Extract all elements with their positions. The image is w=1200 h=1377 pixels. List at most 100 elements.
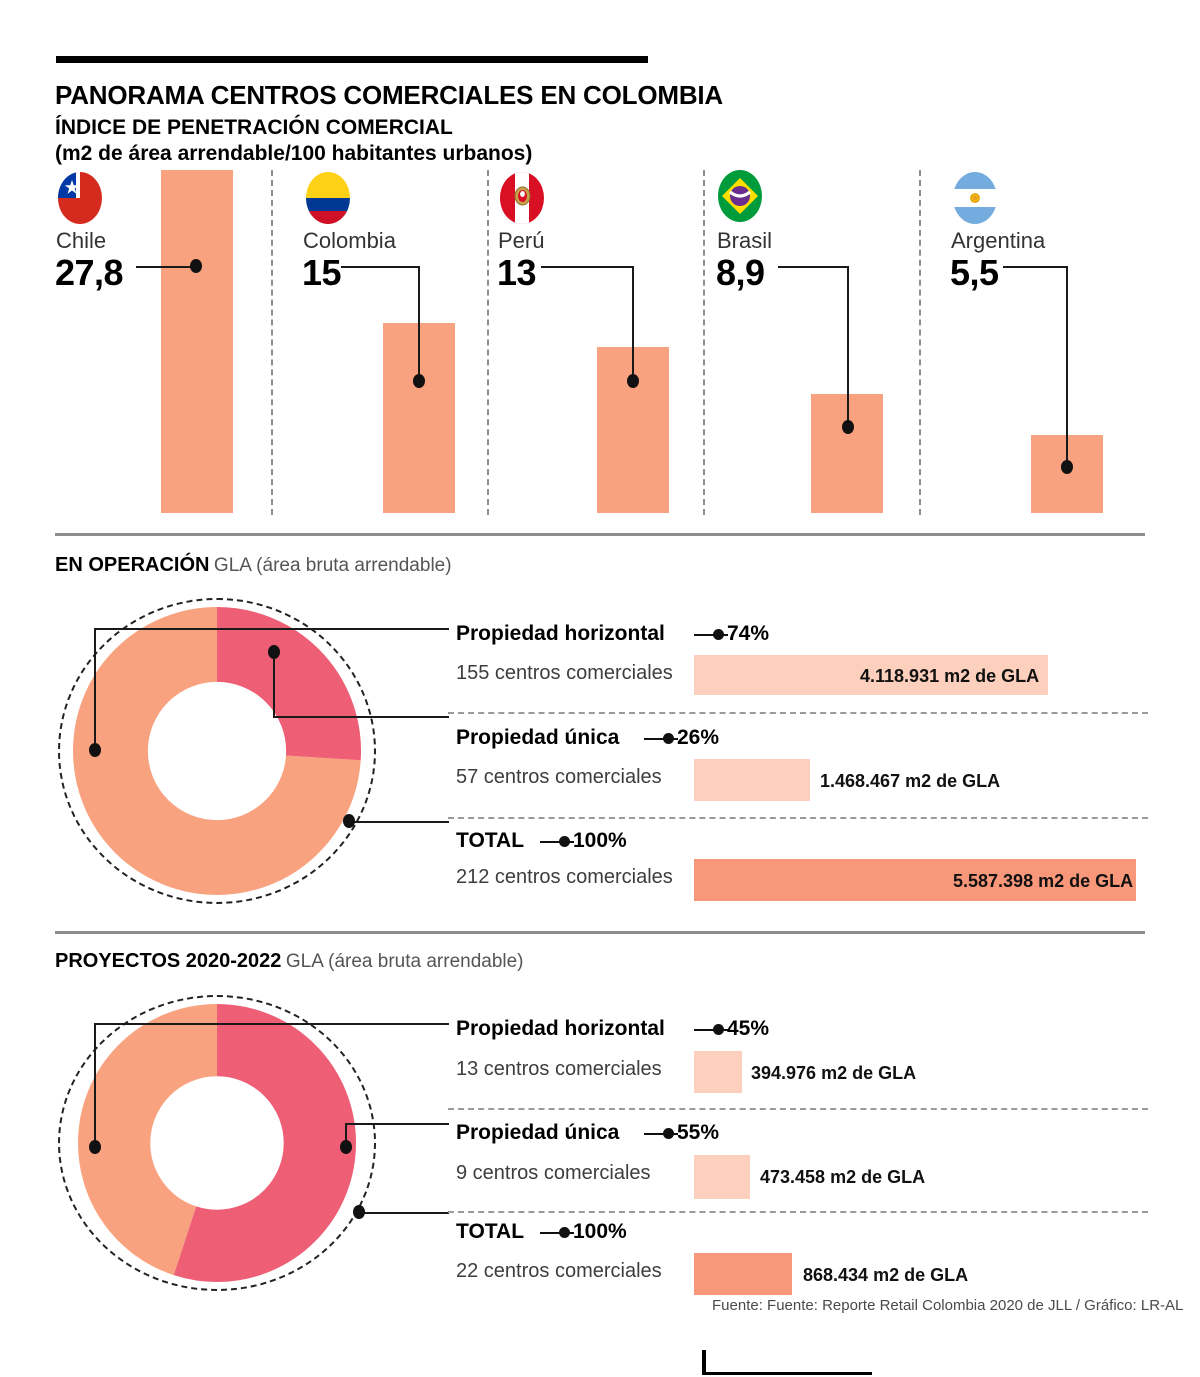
country-label-colombia: Colombia (303, 228, 396, 253)
leader-line-brasil-vert (847, 266, 849, 422)
legend-tick-line-total-proyectos (540, 1232, 574, 1234)
legend-row-divider (448, 817, 1148, 819)
country-value-chile: 27,8 (55, 252, 124, 293)
corner-mark-horizontal (702, 1372, 872, 1375)
section-divider-proyectos (55, 931, 1145, 934)
legend-gla-total-proyectos: 868.434 m2 de GLA (803, 1265, 969, 1285)
flag-colombia-icon (306, 172, 350, 224)
leader-line-chile (136, 266, 194, 268)
chart-subtitle-line2: (m2 de área arrendable/100 habitantes ur… (55, 142, 533, 165)
leader-line-peru-vert (632, 266, 634, 376)
legend-label-total-proyectos: TOTAL (456, 1220, 525, 1243)
section-divider-operacion (55, 533, 1145, 536)
column-divider (919, 170, 921, 515)
legend-centers-ph-operacion: 155 centros comerciales (456, 662, 673, 684)
legend-label-ph-proyectos: Propiedad horizontal (456, 1017, 665, 1040)
source-credit: Fuente: Fuente: Reporte Retail Colombia … (712, 1297, 1184, 1314)
legend-tick-line-pu-operacion (644, 738, 678, 740)
flag-argentina-icon (953, 172, 997, 224)
legend-gla-total-operacion: 5.587.398 m2 de GLA (953, 871, 1134, 891)
leader-dot-ph-proyectos (89, 1140, 101, 1154)
donut-outer-dashed-ring (58, 995, 376, 1291)
country-value-peru: 13 (497, 252, 537, 293)
section-heading-proyectos-bold: PROYECTOS 2020-2022 (55, 950, 282, 972)
legend-bar-ph-operacion (694, 655, 1048, 695)
legend-row-divider (448, 1108, 1148, 1110)
section-heading-proyectos: PROYECTOS 2020-2022 GLA (área bruta arre… (55, 950, 524, 973)
legend-tick-dot-ph-operacion (713, 629, 724, 640)
flag-chile-icon (58, 172, 102, 224)
legend-tick-line-pu-proyectos (644, 1133, 678, 1135)
country-label-argentina: Argentina (951, 228, 1046, 253)
legend-tick-dot-total-operacion (559, 836, 570, 847)
leader-dot-pu-operacion (268, 645, 280, 659)
legend-pct-pu-operacion: 26% (677, 726, 720, 749)
legend-bar-ph-proyectos (694, 1051, 742, 1093)
legend-proyectos: Propiedad horizontal 45% 13 centros come… (448, 1008, 1148, 1295)
column-divider (487, 170, 489, 515)
title-rule (56, 56, 648, 63)
leader-line-colombia (341, 266, 419, 268)
legend-operacion: Propiedad horizontal 74% 155 centros com… (448, 614, 1148, 904)
country-label-brasil: Brasil (717, 228, 773, 253)
leader-line-colombia-vert (418, 266, 420, 376)
country-label-peru: Perú (498, 228, 545, 253)
leader-dot-peru (627, 374, 639, 388)
leader-line-brasil (778, 266, 848, 268)
leader-line-pu-proyectos (345, 1123, 449, 1125)
legend-gla-ph-operacion: 4.118.931 m2 de GLA (860, 666, 1040, 686)
legend-tick-line-ph-operacion (694, 634, 728, 636)
leader-line-ph-operacion (94, 628, 449, 630)
legend-gla-pu-operacion: 1.468.467 m2 de GLA (820, 771, 1001, 791)
donut-outer-dashed-ring (58, 598, 376, 904)
leader-line-pu-operacion (273, 716, 449, 718)
legend-centers-pu-proyectos: 9 centros comerciales (456, 1162, 651, 1184)
country-label-chile: Chile (56, 228, 107, 253)
donut-chart-operacion (58, 598, 449, 908)
legend-centers-total-proyectos: 22 centros comerciales (456, 1260, 662, 1282)
leader-line-argentina (1003, 266, 1067, 268)
leader-line-pu-operacion-vert (273, 652, 275, 717)
leader-line-total-proyectos (358, 1212, 449, 1214)
legend-centers-ph-proyectos: 13 centros comerciales (456, 1058, 662, 1080)
leader-line-peru (541, 266, 633, 268)
country-value-colombia: 15 (302, 252, 342, 293)
legend-label-pu-proyectos: Propiedad única (456, 1121, 620, 1144)
legend-gla-pu-proyectos: 473.458 m2 de GLA (760, 1167, 926, 1187)
column-divider (271, 170, 273, 515)
legend-tick-dot-pu-operacion (663, 733, 674, 744)
legend-tick-line-total-operacion (540, 841, 574, 843)
legend-pct-total-proyectos: 100% (573, 1220, 627, 1243)
legend-pct-ph-proyectos: 45% (727, 1017, 770, 1040)
country-value-brasil: 8,9 (716, 252, 765, 293)
legend-row-divider (448, 712, 1148, 714)
country-value-argentina: 5,5 (950, 252, 999, 293)
legend-tick-dot-ph-proyectos (713, 1024, 724, 1035)
legend-pct-ph-operacion: 74% (727, 622, 770, 645)
legend-tick-dot-pu-proyectos (663, 1128, 674, 1139)
leader-dot-argentina (1061, 460, 1073, 474)
leader-line-argentina-vert (1066, 266, 1068, 462)
legend-bar-pu-operacion (694, 759, 810, 801)
leader-dot-brasil (842, 420, 854, 434)
legend-label-ph-operacion: Propiedad horizontal (456, 622, 665, 645)
section-heading-operacion-bold: EN OPERACIÓN (55, 554, 210, 576)
leader-dot-chile (190, 259, 202, 273)
leader-dot-colombia (413, 374, 425, 388)
chart-subtitle-line1: ÍNDICE DE PENETRACIÓN COMERCIAL (55, 116, 453, 139)
legend-tick-line-ph-proyectos (694, 1029, 728, 1031)
leader-dot-total-proyectos (353, 1205, 365, 1219)
page-title: PANORAMA CENTROS COMERCIALES EN COLOMBIA (55, 80, 724, 110)
legend-gla-ph-proyectos: 394.976 m2 de GLA (751, 1063, 917, 1083)
flag-peru-icon (500, 172, 544, 224)
leader-line-ph-operacion-vert (94, 628, 96, 750)
leader-dot-pu-proyectos (340, 1140, 352, 1154)
leader-line-ph-proyectos (94, 1023, 449, 1025)
bar-chile (161, 170, 233, 513)
legend-row-divider (448, 1211, 1148, 1213)
legend-bar-total-proyectos (694, 1253, 792, 1295)
legend-bar-total-operacion (694, 859, 1136, 901)
legend-pct-pu-proyectos: 55% (677, 1121, 720, 1144)
flag-brasil-icon (718, 170, 762, 222)
section-heading-proyectos-light: GLA (área bruta arrendable) (285, 951, 524, 972)
